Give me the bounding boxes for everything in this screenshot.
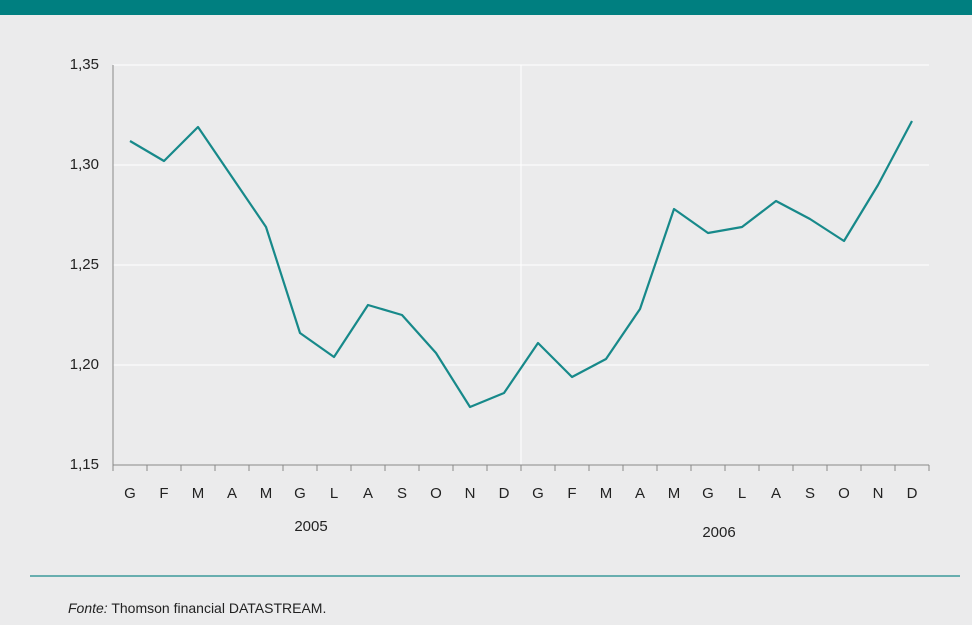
x-tick-label: G — [124, 485, 136, 502]
x-tick-label: A — [771, 485, 781, 502]
x-tick-label: N — [465, 485, 476, 502]
header-bar — [0, 0, 972, 15]
x-tick-label: A — [227, 485, 237, 502]
y-tick-label: 1,30 — [70, 156, 99, 173]
x-tick-label: M — [260, 485, 273, 502]
x-tick-label: M — [600, 485, 613, 502]
x-tick-label: S — [397, 485, 407, 502]
source: Fonte: Thomson financial DATASTREAM. — [68, 600, 326, 616]
x-tick-label: A — [635, 485, 645, 502]
x-tick-label: M — [192, 485, 205, 502]
x-tick-label: A — [363, 485, 373, 502]
year-label: 2006 — [702, 524, 735, 541]
x-tick-label: D — [499, 485, 510, 502]
x-tick-label: G — [702, 485, 714, 502]
y-tick-label: 1,20 — [70, 356, 99, 373]
y-tick-label: 1,35 — [70, 56, 99, 73]
x-tick-label: D — [907, 485, 918, 502]
x-tick-label: O — [838, 485, 850, 502]
data-line — [129, 120, 913, 409]
x-tick-label: L — [738, 485, 746, 502]
x-tick-label: M — [668, 485, 681, 502]
x-tick-label: F — [567, 485, 576, 502]
year-label: 2005 — [294, 518, 327, 535]
x-tick-label: G — [294, 485, 306, 502]
x-tick-label: F — [159, 485, 168, 502]
x-tick-label: G — [532, 485, 544, 502]
y-tick-label: 1,25 — [70, 256, 99, 273]
x-tick-label: O — [430, 485, 442, 502]
x-tick-label: L — [330, 485, 338, 502]
x-tick-label: N — [873, 485, 884, 502]
x-tick-label: S — [805, 485, 815, 502]
y-tick-label: 1,15 — [70, 456, 99, 473]
